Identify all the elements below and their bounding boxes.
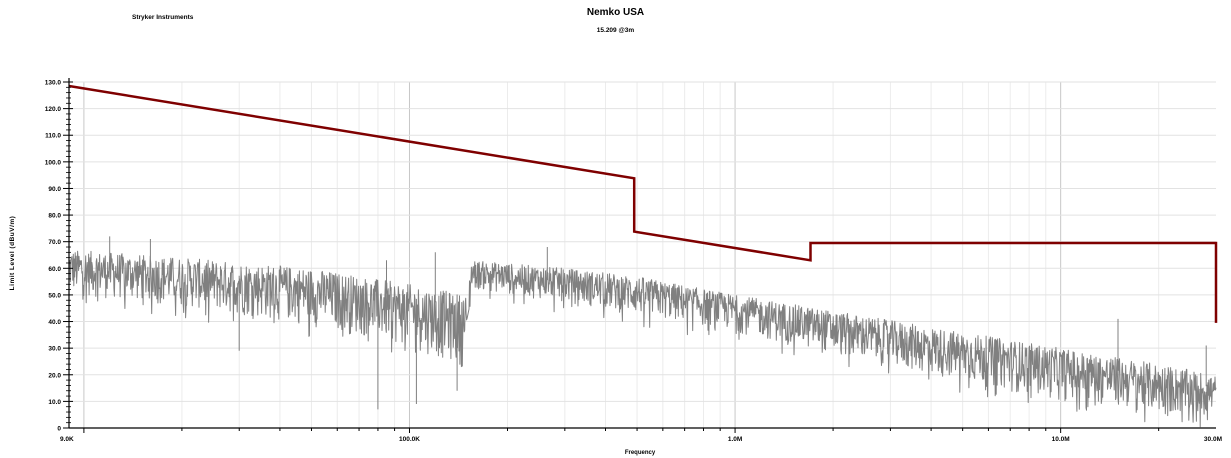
axes: 0 10.0 20.0 30.0 40.0 50.0 60.0 70.0 80.0 90.0 100… (45, 78, 1222, 443)
y-tick-label: 100.0 (45, 159, 62, 166)
y-tick-label: 30.0 (48, 346, 61, 353)
x-tick-label: 1.0M (728, 436, 742, 443)
y-tick-label: 20.0 (48, 372, 61, 379)
limit-line-layer (68, 84, 1218, 323)
y-tick-label: 70.0 (48, 239, 61, 246)
x-tick-label: 100.0K (399, 436, 420, 443)
y-tick-label: 40.0 (48, 319, 61, 326)
chart-subtitle: 15.209 @3m (596, 27, 635, 34)
measured-trace-path (68, 236, 1217, 428)
x-tick-label: 9.0K (60, 436, 74, 443)
measured-trace (68, 236, 1217, 428)
grid-lines (69, 81, 1216, 428)
x-tick-label: 10.0M (1052, 436, 1070, 443)
y-tick-label: 50.0 (48, 292, 61, 299)
y-tick-label: 0 (57, 426, 61, 433)
y-tick-label: 90.0 (48, 186, 61, 193)
x-tick-label: 30.0M (1204, 436, 1222, 443)
limit-line (68, 84, 1218, 323)
y-tick-label: 110.0 (45, 133, 61, 140)
y-tick-label: 120.0 (45, 106, 62, 113)
y-tick-label: 80.0 (48, 213, 61, 220)
company-name: Stryker Instruments (132, 14, 194, 21)
x-axis-label: Frequency (625, 450, 656, 456)
y-tick-label: 10.0 (48, 399, 61, 406)
y-tick-label: 130.0 (45, 80, 62, 87)
y-axis-label: Limit Level (dBuV/m) (9, 216, 16, 291)
chart-title: Nemko USA (586, 7, 645, 18)
y-tick-label: 60.0 (48, 266, 61, 273)
